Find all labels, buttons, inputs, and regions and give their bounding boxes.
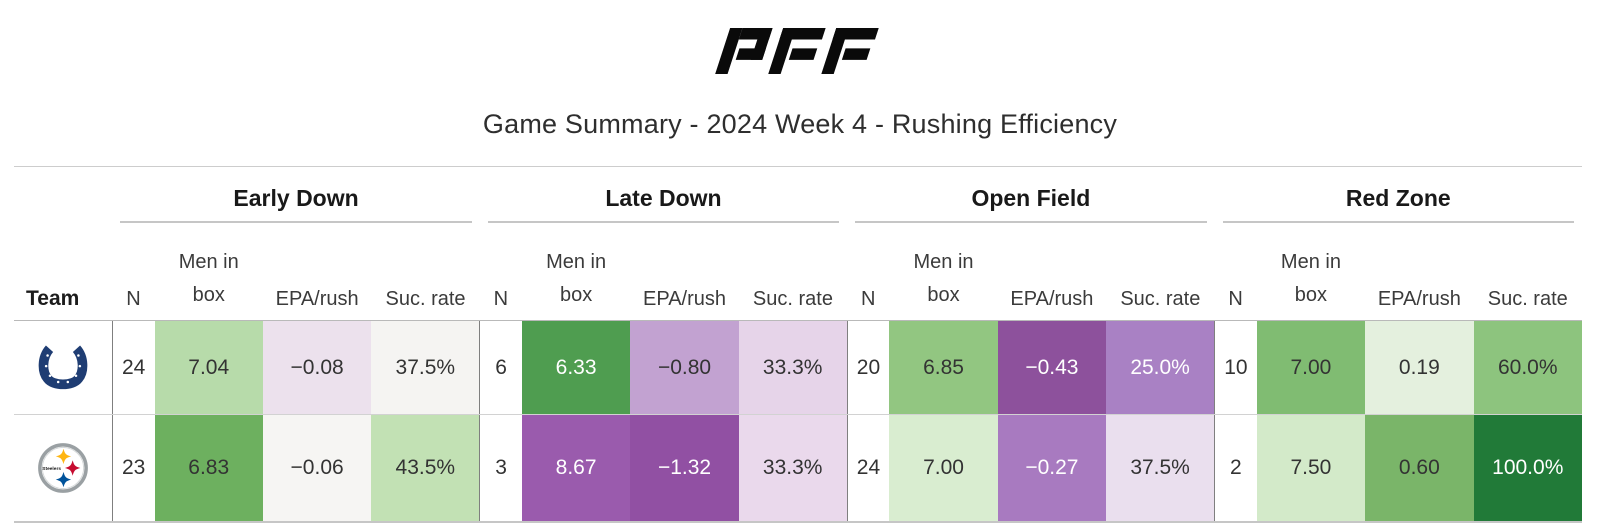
- stat-cell-early-n: 24: [111, 320, 155, 415]
- stat-cell-open-box: 7.00: [889, 414, 998, 523]
- section-header-red-zone: Red Zone: [1222, 175, 1574, 223]
- steelers-logo-text: Steelers: [42, 466, 61, 472]
- stat-cell-redzone-epa: 0.19: [1365, 320, 1474, 415]
- stat-cell-late-n: 6: [479, 320, 522, 415]
- section-header-open-field: Open Field: [855, 175, 1207, 223]
- steelers-logo: Steelers: [14, 414, 113, 523]
- column-header-men-in-box: Men in box: [1256, 223, 1366, 321]
- stat-cell-open-suc: 37.5%: [1106, 414, 1215, 523]
- stat-cell-late-box: 8.67: [521, 414, 631, 523]
- steelers-steelmark-icon: Steelers: [38, 443, 88, 493]
- column-header-epa-rush: EPA/rush: [1365, 223, 1474, 321]
- stat-cell-early-box: 6.83: [154, 414, 263, 523]
- stat-cell-late-epa: −1.32: [630, 414, 739, 523]
- stat-cell-early-n: 23: [111, 414, 155, 523]
- steelmark-diamonds: [55, 448, 81, 488]
- stat-cell-late-epa: −0.80: [630, 320, 739, 415]
- section-header-early-down: Early Down: [120, 175, 472, 223]
- column-header-men-in-box: Men in box: [889, 223, 998, 321]
- section-header-late-down: Late Down: [487, 175, 840, 223]
- stat-cell-late-n: 3: [479, 414, 522, 523]
- column-header-suc-rate: Suc. rate: [738, 223, 848, 321]
- column-header-team: Team: [14, 223, 113, 321]
- section-header-row: Early Down Late Down Open Field Red Zone: [14, 167, 1582, 224]
- column-header-n: N: [847, 223, 890, 321]
- section-header-spacer: [14, 167, 112, 224]
- stat-cell-redzone-box: 7.50: [1256, 414, 1366, 523]
- stat-cell-open-epa: −0.27: [997, 414, 1107, 523]
- column-header-epa-rush: EPA/rush: [262, 223, 372, 321]
- stat-cell-early-epa: −0.06: [262, 414, 372, 523]
- stat-cell-late-suc: 33.3%: [738, 414, 848, 523]
- column-header-suc-rate: Suc. rate: [1106, 223, 1215, 321]
- stat-cell-early-suc: 37.5%: [371, 320, 480, 415]
- column-header-epa-rush: EPA/rush: [630, 223, 739, 321]
- pff-logo-icon: [715, 28, 879, 74]
- colts-horseshoe-icon: [38, 345, 88, 389]
- column-header-n: N: [479, 223, 522, 321]
- column-header-men-in-box: Men in box: [521, 223, 631, 321]
- page-title: Game Summary - 2024 Week 4 - Rushing Eff…: [482, 109, 1118, 139]
- column-header-epa-rush: EPA/rush: [997, 223, 1107, 321]
- stat-cell-open-epa: −0.43: [997, 320, 1107, 415]
- column-header-n: N: [1214, 223, 1257, 321]
- stat-cell-early-suc: 43.5%: [371, 414, 480, 523]
- stat-cell-redzone-box: 7.00: [1256, 320, 1366, 415]
- column-header-men-in-box: Men in box: [154, 223, 263, 321]
- stat-cell-redzone-n: 10: [1214, 320, 1257, 415]
- stat-cell-open-n: 24: [846, 414, 890, 523]
- table-row-colts: 24 7.04 −0.08 37.5% 6 6.33 −0.80 33.3% 2…: [14, 320, 1582, 415]
- pff-letter-p: [715, 28, 773, 74]
- stat-cell-redzone-n: 2: [1214, 414, 1257, 523]
- column-header-row: Team N Men in box EPA/rush Suc. rate N Me…: [14, 223, 1582, 321]
- pff-logo: [14, 0, 1586, 79]
- stat-cell-open-n: 20: [846, 320, 890, 415]
- column-header-suc-rate: Suc. rate: [371, 223, 480, 321]
- pff-letter-f1: [768, 28, 826, 74]
- stat-cell-late-suc: 33.3%: [738, 320, 848, 415]
- stat-cell-early-epa: −0.08: [262, 320, 372, 415]
- stat-cell-open-box: 6.85: [889, 320, 998, 415]
- stat-cell-redzone-epa: 0.60: [1365, 414, 1474, 523]
- colts-logo: [14, 320, 113, 415]
- rushing-efficiency-table: Early Down Late Down Open Field Red Zone…: [14, 166, 1582, 523]
- stat-cell-open-suc: 25.0%: [1106, 320, 1215, 415]
- table-row-steelers: Steelers 23 6.83 −0.06 43.5% 3 8.67 −1.3…: [14, 414, 1582, 523]
- stat-cell-redzone-suc: 100.0%: [1473, 414, 1582, 523]
- stat-cell-late-box: 6.33: [521, 320, 631, 415]
- stat-cell-redzone-suc: 60.0%: [1473, 320, 1582, 415]
- pff-letter-f2: [821, 28, 879, 74]
- column-header-suc-rate: Suc. rate: [1473, 223, 1582, 321]
- stat-cell-early-box: 7.04: [154, 320, 263, 415]
- column-header-n: N: [112, 223, 155, 321]
